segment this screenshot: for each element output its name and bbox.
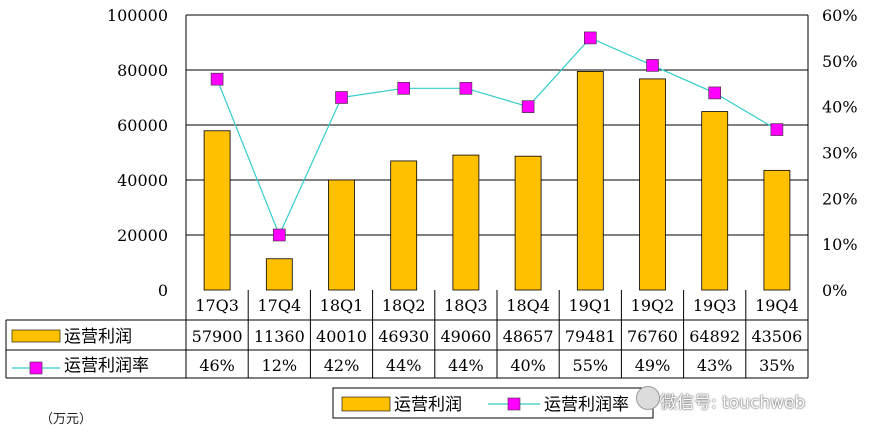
x-tick-label: 18Q1 (320, 296, 364, 315)
y-left-tick-label: 80000 (117, 61, 168, 80)
legend-bar-key (341, 396, 391, 412)
line-marker (272, 228, 286, 242)
y-right-tick-label: 50% (822, 52, 858, 71)
y-right-tick-label: 30% (822, 144, 858, 163)
bar (576, 71, 604, 291)
y-right-tick-label: 20% (822, 189, 858, 208)
legend-marker-key (507, 397, 521, 411)
x-tick-label: 18Q3 (444, 296, 488, 315)
table-cell: 48657 (503, 327, 554, 346)
table-cell: 64892 (689, 327, 740, 346)
table-cell: 76760 (627, 327, 678, 346)
x-tick-label: 17Q3 (195, 296, 239, 315)
watermark: 微信号: touchweb (660, 393, 806, 413)
bar (452, 154, 480, 291)
axes: 0 20000 40000 60000 80000 100000 0% 10% 20% 30% 40… (107, 6, 858, 300)
x-tick-label: 18Q2 (382, 296, 426, 315)
table-cell: 49% (635, 356, 671, 375)
bar (763, 169, 791, 291)
line-marker (459, 82, 473, 95)
legend-label: 运营利润 (394, 395, 462, 415)
wechat-icon (636, 386, 660, 410)
y-left-tick-label: 40000 (117, 171, 168, 190)
table-row-label: 运营利润 (64, 327, 132, 347)
table-marker-key (29, 361, 43, 375)
table-cell: 57900 (192, 327, 243, 346)
line-marker (770, 123, 784, 136)
table-cell: 44% (448, 356, 484, 375)
table-cell: 46% (199, 356, 235, 375)
y-left-tick-label: 60000 (117, 116, 168, 135)
bar (701, 111, 729, 291)
bar (514, 155, 542, 291)
table-cell: 12% (262, 356, 298, 375)
line-marker (583, 31, 597, 45)
y-left-tick-label: 100000 (107, 6, 168, 25)
table-cell: 79481 (565, 327, 616, 346)
bar (265, 258, 293, 291)
table-cell: 35% (759, 356, 795, 375)
x-tick-label: 19Q4 (755, 296, 799, 315)
unit-label: （万元） (40, 412, 93, 427)
bar (203, 130, 231, 291)
y-right-tick-label: 40% (822, 98, 858, 117)
x-tick-label: 19Q2 (631, 296, 675, 315)
line-series (210, 31, 784, 242)
line-marker (521, 100, 535, 113)
table-bar-key (11, 329, 61, 343)
table-cell: 44% (386, 356, 422, 375)
line-marker (210, 72, 224, 86)
y-right-tick-label: 0% (822, 281, 847, 300)
table-row-label: 运营利润率 (64, 356, 149, 376)
line-marker (708, 86, 722, 100)
y-left-tick-label: 0 (158, 281, 168, 300)
table-cell: 43% (697, 356, 733, 375)
x-tick-label: 18Q4 (506, 296, 550, 315)
table-cell: 43506 (751, 327, 802, 346)
y-right-tick-label: 10% (822, 235, 858, 254)
data-table: 17Q3 17Q4 18Q1 18Q2 18Q3 18Q4 19Q1 19Q2 19Q3 19Q4… (5, 290, 809, 379)
legend: 运营利润 运营利润率 (332, 387, 654, 419)
line-marker (335, 91, 348, 104)
table-cell: 42% (324, 356, 360, 375)
x-tick-label: 17Q4 (257, 296, 301, 315)
table-cell: 40010 (316, 327, 367, 346)
table-cell: 49060 (440, 327, 491, 346)
table-cell: 55% (573, 356, 609, 375)
x-tick-label: 19Q1 (568, 296, 612, 315)
bar (328, 179, 355, 291)
legend-label: 运营利润率 (544, 395, 629, 415)
line-marker (646, 59, 659, 72)
bar (639, 78, 666, 291)
bar (390, 160, 418, 291)
y-right-tick-label: 60% (822, 6, 858, 25)
line-marker (397, 82, 411, 95)
series-line (216, 37, 778, 237)
y-left-tick-label: 20000 (117, 226, 168, 245)
table-cell: 40% (510, 356, 546, 375)
table-cell: 46930 (378, 327, 429, 346)
bar-series (203, 71, 791, 291)
table-cell: 11360 (254, 327, 305, 346)
x-tick-label: 19Q3 (693, 296, 737, 315)
